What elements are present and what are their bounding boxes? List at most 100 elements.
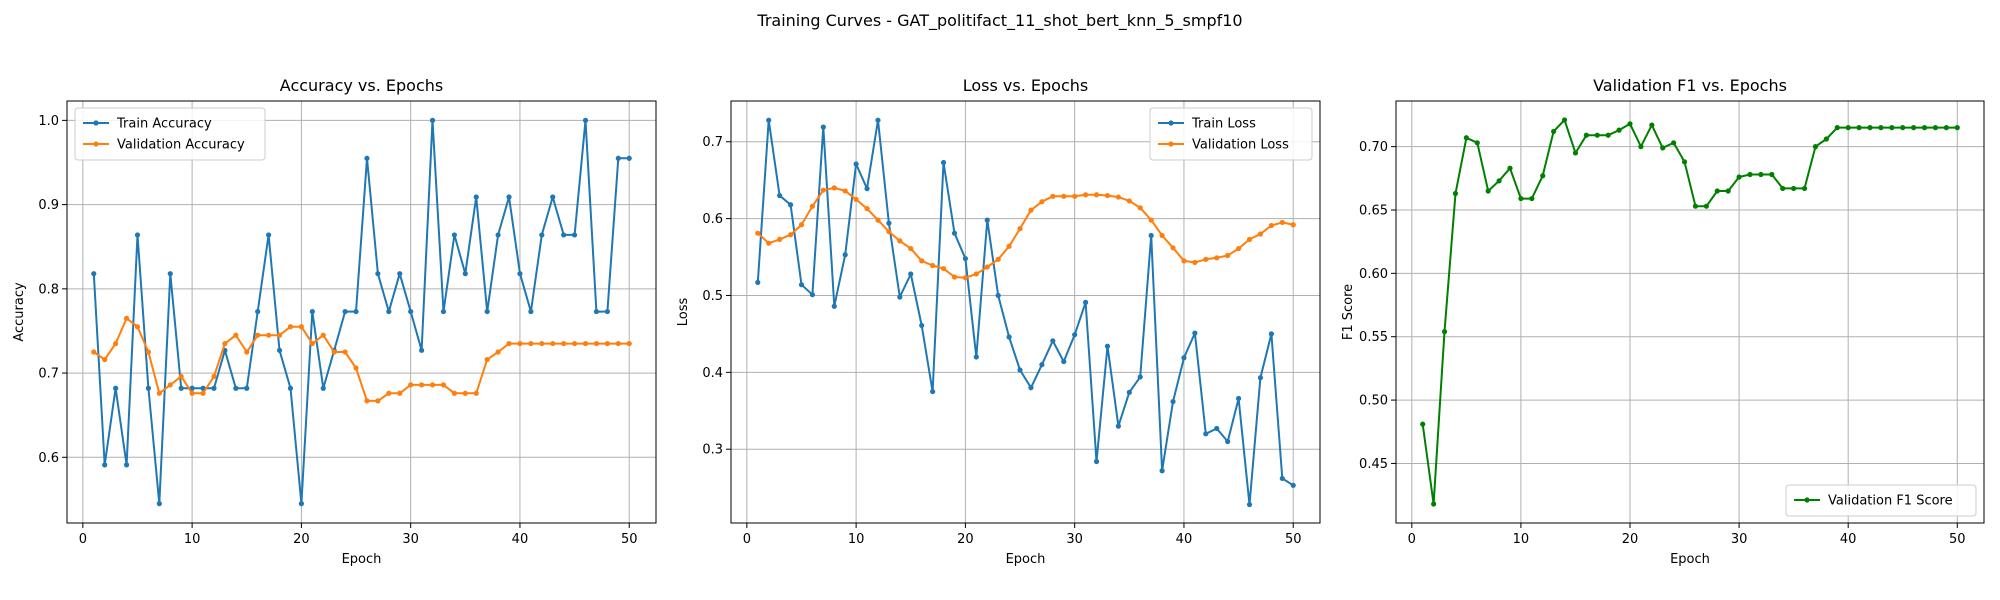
data-point: [1214, 425, 1220, 432]
data-point: [528, 340, 534, 347]
data-point: [102, 356, 108, 363]
data-point: [571, 340, 578, 347]
x-axis-label: Epoch: [1006, 552, 1046, 567]
data-point: [1290, 482, 1296, 488]
y-tick-label: 0.55: [1359, 330, 1388, 345]
data-point: [178, 373, 184, 380]
data-point: [451, 232, 457, 238]
legend: Validation F1 Score: [1785, 484, 1977, 517]
y-tick-label: 0.4: [702, 366, 723, 381]
data-point: [123, 462, 130, 468]
data-point: [1028, 385, 1034, 391]
data-point: [787, 232, 794, 238]
data-point: [984, 264, 990, 270]
data-point: [593, 340, 600, 347]
data-point: [244, 349, 250, 355]
data-point: [473, 194, 479, 200]
data-point: [473, 390, 479, 396]
data-point: [298, 324, 304, 330]
data-point: [1801, 185, 1808, 192]
data-point: [1834, 125, 1840, 131]
data-point: [1017, 225, 1023, 232]
data-point: [809, 203, 816, 209]
data-point: [1279, 219, 1285, 226]
data-point: [940, 265, 947, 272]
x-tick-label: 50: [621, 532, 638, 547]
data-point: [156, 501, 162, 507]
data-point: [233, 332, 239, 338]
data-point: [484, 308, 490, 315]
data-point: [995, 292, 1001, 299]
x-tick-label: 0: [79, 532, 87, 547]
y-tick-label: 0.7: [702, 135, 723, 150]
data-point: [1290, 222, 1296, 228]
y-tick-label: 0.5: [702, 289, 723, 304]
data-point: [593, 308, 600, 315]
data-point: [364, 398, 370, 404]
data-point: [1093, 192, 1100, 198]
data-point: [1050, 193, 1056, 199]
data-point: [766, 240, 772, 246]
data-point: [1856, 125, 1862, 131]
chart-panel-2: 0 10 20 30 40 50 0.3 0.4 0.5 0.6 0.7 Loss vs. Epoch…: [676, 76, 1321, 567]
data-point: [930, 262, 936, 269]
data-point: [561, 340, 567, 347]
data-point: [1780, 185, 1786, 192]
data-point: [886, 229, 892, 235]
data-point: [897, 294, 903, 300]
y-tick-label: 0.6: [38, 451, 59, 466]
data-point: [1954, 125, 1960, 131]
y-tick-label: 0.8: [38, 282, 59, 297]
data-point: [102, 462, 108, 468]
data-point: [462, 271, 468, 277]
data-point: [134, 232, 141, 238]
data-point: [875, 217, 881, 223]
data-point: [200, 390, 206, 396]
data-point: [167, 382, 173, 388]
data-point: [842, 188, 848, 194]
data-point: [1235, 245, 1242, 252]
x-tick-label: 0: [1408, 532, 1416, 547]
x-tick-label: 40: [512, 532, 529, 547]
data-point: [123, 315, 130, 321]
chart-title: Validation F1 vs. Epochs: [1593, 76, 1787, 95]
data-point: [1246, 501, 1253, 508]
data-point: [1104, 192, 1111, 199]
data-point: [1072, 193, 1078, 199]
data-point: [842, 252, 848, 258]
data-point: [484, 356, 490, 363]
data-point: [287, 385, 294, 391]
data-point: [353, 365, 359, 371]
data-point: [1441, 329, 1448, 335]
data-point: [951, 274, 958, 280]
data-point: [1083, 299, 1089, 305]
data-point: [320, 385, 326, 391]
legend-marker-swatch: [1804, 497, 1810, 503]
data-point: [582, 340, 589, 347]
x-tick-label: 50: [1285, 532, 1302, 547]
legend-label: Train Accuracy: [116, 117, 212, 132]
data-point: [1039, 199, 1045, 205]
data-point: [1496, 178, 1502, 184]
chart-panels: 0 10 20 30 40 50 0.6 0.7 0.8 0.9 1.0 Accuracy vs. E…: [12, 76, 1985, 567]
data-point: [1681, 159, 1688, 165]
data-point: [1203, 256, 1209, 262]
data-point: [1181, 258, 1187, 264]
data-point: [831, 303, 837, 309]
data-point: [309, 308, 315, 315]
chart-title: Loss vs. Epochs: [963, 76, 1088, 95]
data-point: [1006, 243, 1012, 249]
data-point: [962, 275, 968, 281]
y-tick-label: 0.9: [38, 198, 59, 213]
data-point: [440, 382, 447, 388]
data-point: [113, 340, 119, 347]
data-point: [1137, 374, 1143, 380]
data-point: [495, 349, 501, 355]
chart-panel-3: 0 10 20 30 40 50 0.45 0.50 0.55 0.60 0.65 0.70 Valid…: [1341, 76, 1985, 567]
data-point: [429, 117, 436, 123]
data-point: [1812, 144, 1819, 150]
x-tick-label: 50: [1949, 532, 1966, 547]
data-point: [626, 155, 632, 161]
data-point: [1572, 150, 1579, 156]
y-tick-label: 0.6: [702, 212, 723, 227]
